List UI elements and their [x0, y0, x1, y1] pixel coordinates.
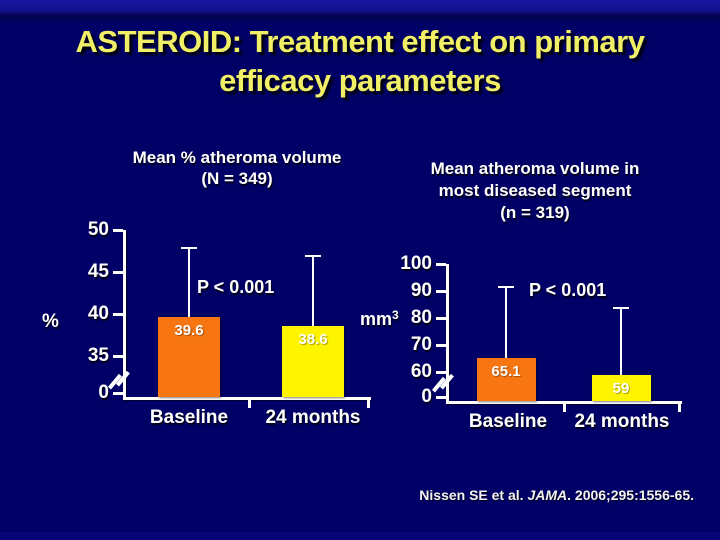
chart-title: Mean atheroma volume in most diseased se… [395, 158, 675, 224]
bar-baseline: 39.6 [158, 317, 220, 397]
y-tick: 70 [386, 334, 446, 356]
p-value-annotation: P < 0.001 [197, 277, 275, 297]
slide-title: ASTEROID: Treatment effect on primary ef… [0, 22, 720, 100]
y-tick-mark [436, 289, 446, 293]
y-tick-mark [113, 270, 123, 274]
y-tick-mark [436, 262, 446, 266]
y-tick-mark [436, 316, 446, 320]
citation-authors: Nissen SE et al. [419, 487, 528, 503]
y-tick-label: 50 [87, 219, 109, 240]
slide-title-line2: efficacy parameters [219, 63, 501, 98]
y-tick-mark [436, 395, 446, 399]
y-tick-mark [113, 228, 123, 232]
chart-title: Mean % atheroma volume (N = 349) [102, 147, 372, 189]
y-tick-label: 35 [87, 345, 109, 366]
y-tick: 40 [63, 303, 123, 325]
category-label-baseline: Baseline [149, 407, 229, 428]
p-value-annotation: P < 0.001 [529, 280, 607, 300]
chart-title-line2: (N = 349) [201, 169, 273, 188]
y-tick: 90 [386, 280, 446, 302]
category-label-baseline: Baseline [468, 411, 548, 432]
y-tick-mark [113, 312, 123, 316]
bar-24-months: 38.6 [282, 325, 344, 397]
y-tick-mark [113, 354, 123, 358]
y-axis-unit-label: mm3 [360, 308, 399, 329]
y-tick: 60 [386, 361, 446, 383]
x-tick-mark [678, 404, 681, 412]
x-tick-mark [248, 400, 251, 408]
y-tick: 0 [386, 386, 446, 408]
bar-value-label: 38.6 [298, 330, 328, 348]
slide-top-border [0, 0, 720, 24]
bar-baseline: 65.1 [476, 358, 536, 401]
y-tick: 80 [386, 307, 446, 329]
y-tick-label: 70 [410, 334, 432, 355]
citation-journal: JAMA [527, 487, 568, 503]
y-tick-label: 0 [421, 386, 432, 407]
y-tick: 100 [386, 253, 446, 275]
y-tick: 45 [63, 261, 123, 283]
y-tick-mark [113, 391, 123, 395]
bar-value-label: 59 [612, 379, 630, 397]
y-tick-mark [436, 370, 446, 374]
y-axis-unit-label: % [42, 311, 59, 332]
x-tick-mark [367, 400, 370, 408]
category-label-24-months: 24 months [265, 407, 361, 428]
y-tick: 35 [63, 345, 123, 367]
citation: Nissen SE et al. JAMA. 2006;295:1556-65. [419, 487, 694, 503]
y-tick-label: 45 [87, 261, 109, 282]
y-tick-label: 60 [410, 361, 432, 382]
x-axis [123, 397, 371, 400]
x-axis [446, 401, 682, 404]
bar-value-label: 39.6 [174, 322, 204, 340]
category-label-24-months: 24 months [574, 411, 670, 432]
axis-break-icon [431, 373, 458, 395]
chart-title-line1: Mean atheroma volume in [430, 159, 640, 178]
x-tick-mark [563, 404, 566, 412]
y-tick-label: 80 [410, 307, 432, 328]
y-tick-label: 0 [98, 382, 109, 403]
citation-ref: . 2006;295:1556-65. [567, 487, 694, 503]
bar-24-months: 59 [591, 374, 651, 401]
y-tick: 50 [63, 219, 123, 241]
y-tick-label: 90 [410, 280, 432, 301]
chart-title-line1: Mean % atheroma volume [132, 148, 342, 167]
y-axis [446, 264, 449, 404]
y-tick-mark [436, 343, 446, 347]
y-tick: 0 [63, 382, 123, 404]
y-tick-label: 100 [400, 253, 432, 274]
bar-value-label: 65.1 [491, 363, 521, 381]
slide-title-line1: ASTEROID: Treatment effect on primary [75, 24, 645, 59]
chart-title-line3: (n = 319) [500, 203, 570, 222]
slide-bottom-border [0, 532, 720, 540]
y-axis [123, 230, 126, 400]
y-tick-label: 40 [87, 303, 109, 324]
chart-title-line2: most diseased segment [438, 181, 632, 200]
